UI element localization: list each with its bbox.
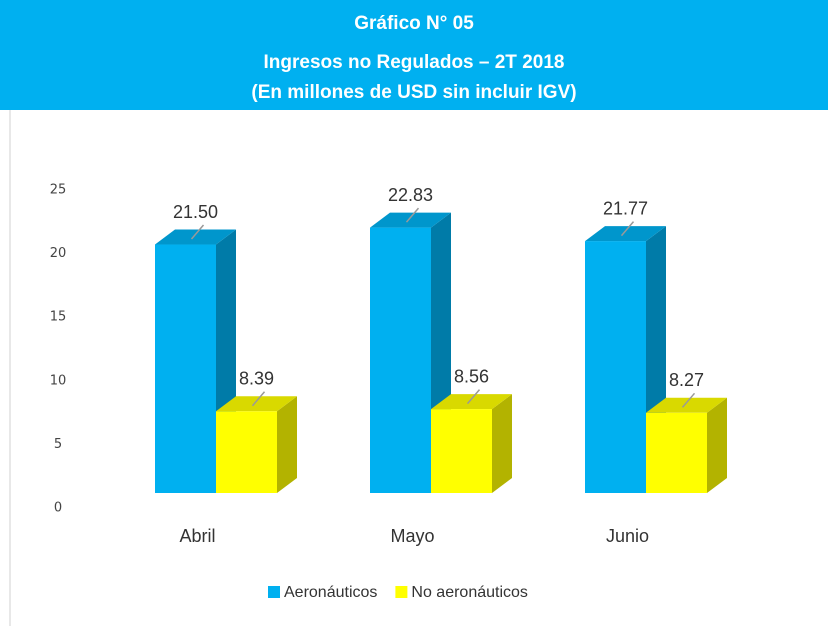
y-tick-label: 10	[50, 373, 67, 388]
legend-label: Aeronáuticos	[284, 584, 377, 601]
y-tick-label: 15	[50, 310, 67, 325]
bar-side	[492, 394, 512, 493]
value-label: 22.83	[388, 185, 433, 205]
x-tick-label: Abril	[179, 526, 215, 546]
bar-side	[277, 396, 297, 493]
bar	[646, 412, 707, 493]
bar-side	[707, 397, 727, 493]
y-tick-label: 0	[54, 501, 62, 516]
value-label: 8.39	[239, 369, 274, 389]
chart-title: Gráfico N° 05	[354, 13, 474, 34]
bar-top	[646, 397, 727, 413]
bar	[431, 409, 492, 493]
bar-top	[431, 394, 512, 410]
title-banner	[0, 0, 828, 110]
bar	[585, 241, 646, 493]
y-tick-label: 25	[50, 183, 67, 198]
y-tick-label: 5	[54, 437, 62, 452]
bar-top	[216, 396, 297, 412]
value-label: 8.27	[669, 370, 704, 390]
bar-top	[370, 212, 451, 228]
chart-title: Ingresos no Regulados – 2T 2018	[264, 52, 565, 73]
leader-line	[681, 392, 696, 408]
bar	[155, 244, 216, 493]
value-label: 8.56	[454, 366, 489, 386]
leader-line	[466, 389, 481, 405]
leader-line	[251, 391, 266, 407]
bar-top	[155, 229, 236, 245]
leader-line	[405, 207, 420, 223]
legend-label: No aeronáuticos	[411, 584, 528, 601]
x-tick-label: Mayo	[390, 526, 434, 546]
bar-top	[585, 226, 666, 242]
value-label: 21.77	[603, 198, 648, 218]
bar	[370, 227, 431, 493]
chart-title: (En millones de USD sin incluir IGV)	[251, 82, 576, 103]
value-label: 21.50	[173, 202, 218, 222]
legend-swatch	[395, 586, 408, 598]
bar	[216, 411, 277, 493]
x-tick-label: Junio	[606, 526, 649, 546]
leader-line	[190, 224, 205, 240]
legend-swatch	[268, 586, 280, 598]
leader-line	[620, 221, 635, 237]
y-tick-label: 20	[50, 246, 67, 261]
